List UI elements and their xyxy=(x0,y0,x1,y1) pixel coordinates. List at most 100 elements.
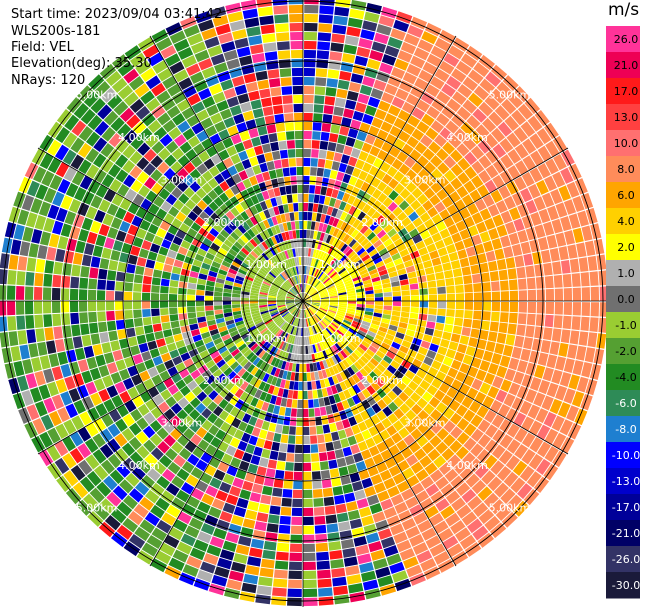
radar-gate xyxy=(345,184,354,195)
radar-gate xyxy=(213,394,224,405)
radar-gate xyxy=(28,343,39,358)
radar-gate xyxy=(301,265,303,275)
radar-gate xyxy=(534,109,550,127)
radar-gate xyxy=(200,117,214,130)
radar-gate xyxy=(133,503,149,519)
radar-gate xyxy=(309,288,316,295)
radar-gate xyxy=(195,301,205,307)
radar-gate xyxy=(254,276,263,283)
radar-gate xyxy=(149,419,163,433)
radar-gate xyxy=(285,259,291,269)
radar-gate xyxy=(298,372,303,382)
radar-gate xyxy=(315,380,322,390)
radar-gate xyxy=(245,81,259,93)
radar-gate xyxy=(277,296,286,300)
radar-gate xyxy=(119,107,135,123)
radar-gate xyxy=(351,167,362,178)
radar-gate xyxy=(228,345,238,354)
radar-gate xyxy=(19,344,30,360)
radar-gate xyxy=(508,312,518,324)
radar-gate xyxy=(351,241,360,251)
radar-gate xyxy=(249,303,259,307)
radar-gate xyxy=(366,385,376,395)
radar-gate xyxy=(113,101,129,116)
radar-gate xyxy=(316,551,330,561)
range-ring-label: 4.00km xyxy=(446,459,488,472)
radar-gate xyxy=(143,267,154,277)
radar-gate xyxy=(445,120,459,134)
radar-gate xyxy=(175,362,186,373)
radar-gate xyxy=(292,85,303,95)
radar-gate xyxy=(62,325,72,338)
radar-gate xyxy=(196,109,210,122)
radar-gate xyxy=(108,260,119,271)
radar-gate xyxy=(358,150,369,162)
radar-gate xyxy=(390,360,401,370)
radar-gate xyxy=(189,409,201,421)
radar-gate xyxy=(316,352,322,361)
radar-gate xyxy=(357,421,368,432)
radar-gate xyxy=(348,238,357,248)
radar-gate xyxy=(439,127,453,141)
radar-gate xyxy=(284,270,290,279)
radar-gate xyxy=(286,298,295,301)
radar-gate xyxy=(318,397,325,407)
radar-gate xyxy=(278,331,285,340)
radar-gate xyxy=(106,203,119,217)
radar-gate xyxy=(268,293,277,297)
radar-gate xyxy=(455,309,464,318)
radar-gate xyxy=(105,70,122,87)
radar-gate xyxy=(224,188,235,199)
radar-gate xyxy=(335,281,344,287)
radar-gate xyxy=(229,20,245,32)
radar-gate xyxy=(133,274,143,284)
radar-gate xyxy=(287,149,296,158)
radar-gate xyxy=(81,217,93,231)
radar-gate xyxy=(103,399,116,413)
radar-gate xyxy=(315,542,329,552)
radar-gate xyxy=(437,346,448,356)
radar-gate xyxy=(206,544,222,557)
radar-gate xyxy=(144,489,160,504)
radar-gate xyxy=(239,391,249,402)
radar-gate xyxy=(209,477,222,489)
radar-gate xyxy=(150,482,165,497)
radar-gate xyxy=(503,471,519,488)
radar-gate xyxy=(303,76,315,86)
colorbar-tick-label: 4.0 xyxy=(617,215,635,228)
radar-gate xyxy=(319,351,326,361)
radar-gate xyxy=(423,415,436,428)
radar-gate xyxy=(112,349,124,362)
radar-gate xyxy=(259,162,269,173)
radar-gate xyxy=(320,131,330,141)
radar-gate xyxy=(399,548,416,561)
radar-gate xyxy=(303,157,311,167)
radar-gate xyxy=(330,247,337,256)
radar-gate xyxy=(300,318,302,328)
radar-gate xyxy=(423,236,434,247)
radar-gate xyxy=(333,332,341,341)
radar-gate xyxy=(322,350,329,359)
radar-gate xyxy=(173,199,185,211)
radar-gate xyxy=(530,211,542,226)
radar-gate xyxy=(370,88,384,100)
radar-gate xyxy=(484,179,498,193)
radar-gate xyxy=(335,209,343,219)
radar-gate xyxy=(506,439,521,454)
radar-gate xyxy=(388,190,399,201)
radar-gate xyxy=(372,453,384,465)
radar-gate xyxy=(338,301,348,304)
radar-gate xyxy=(415,490,430,503)
radar-gate xyxy=(357,211,366,221)
radar-gate xyxy=(271,376,278,386)
radar-gate xyxy=(183,24,200,38)
radar-gate xyxy=(306,363,311,373)
radar-gate xyxy=(190,369,201,380)
radar-gate xyxy=(572,196,585,213)
radar-gate xyxy=(340,154,351,165)
radar-gate xyxy=(481,117,497,133)
radar-gate xyxy=(34,400,48,417)
radar-gate xyxy=(417,409,429,422)
radar-gate xyxy=(288,325,294,334)
radar-gate xyxy=(439,338,450,349)
